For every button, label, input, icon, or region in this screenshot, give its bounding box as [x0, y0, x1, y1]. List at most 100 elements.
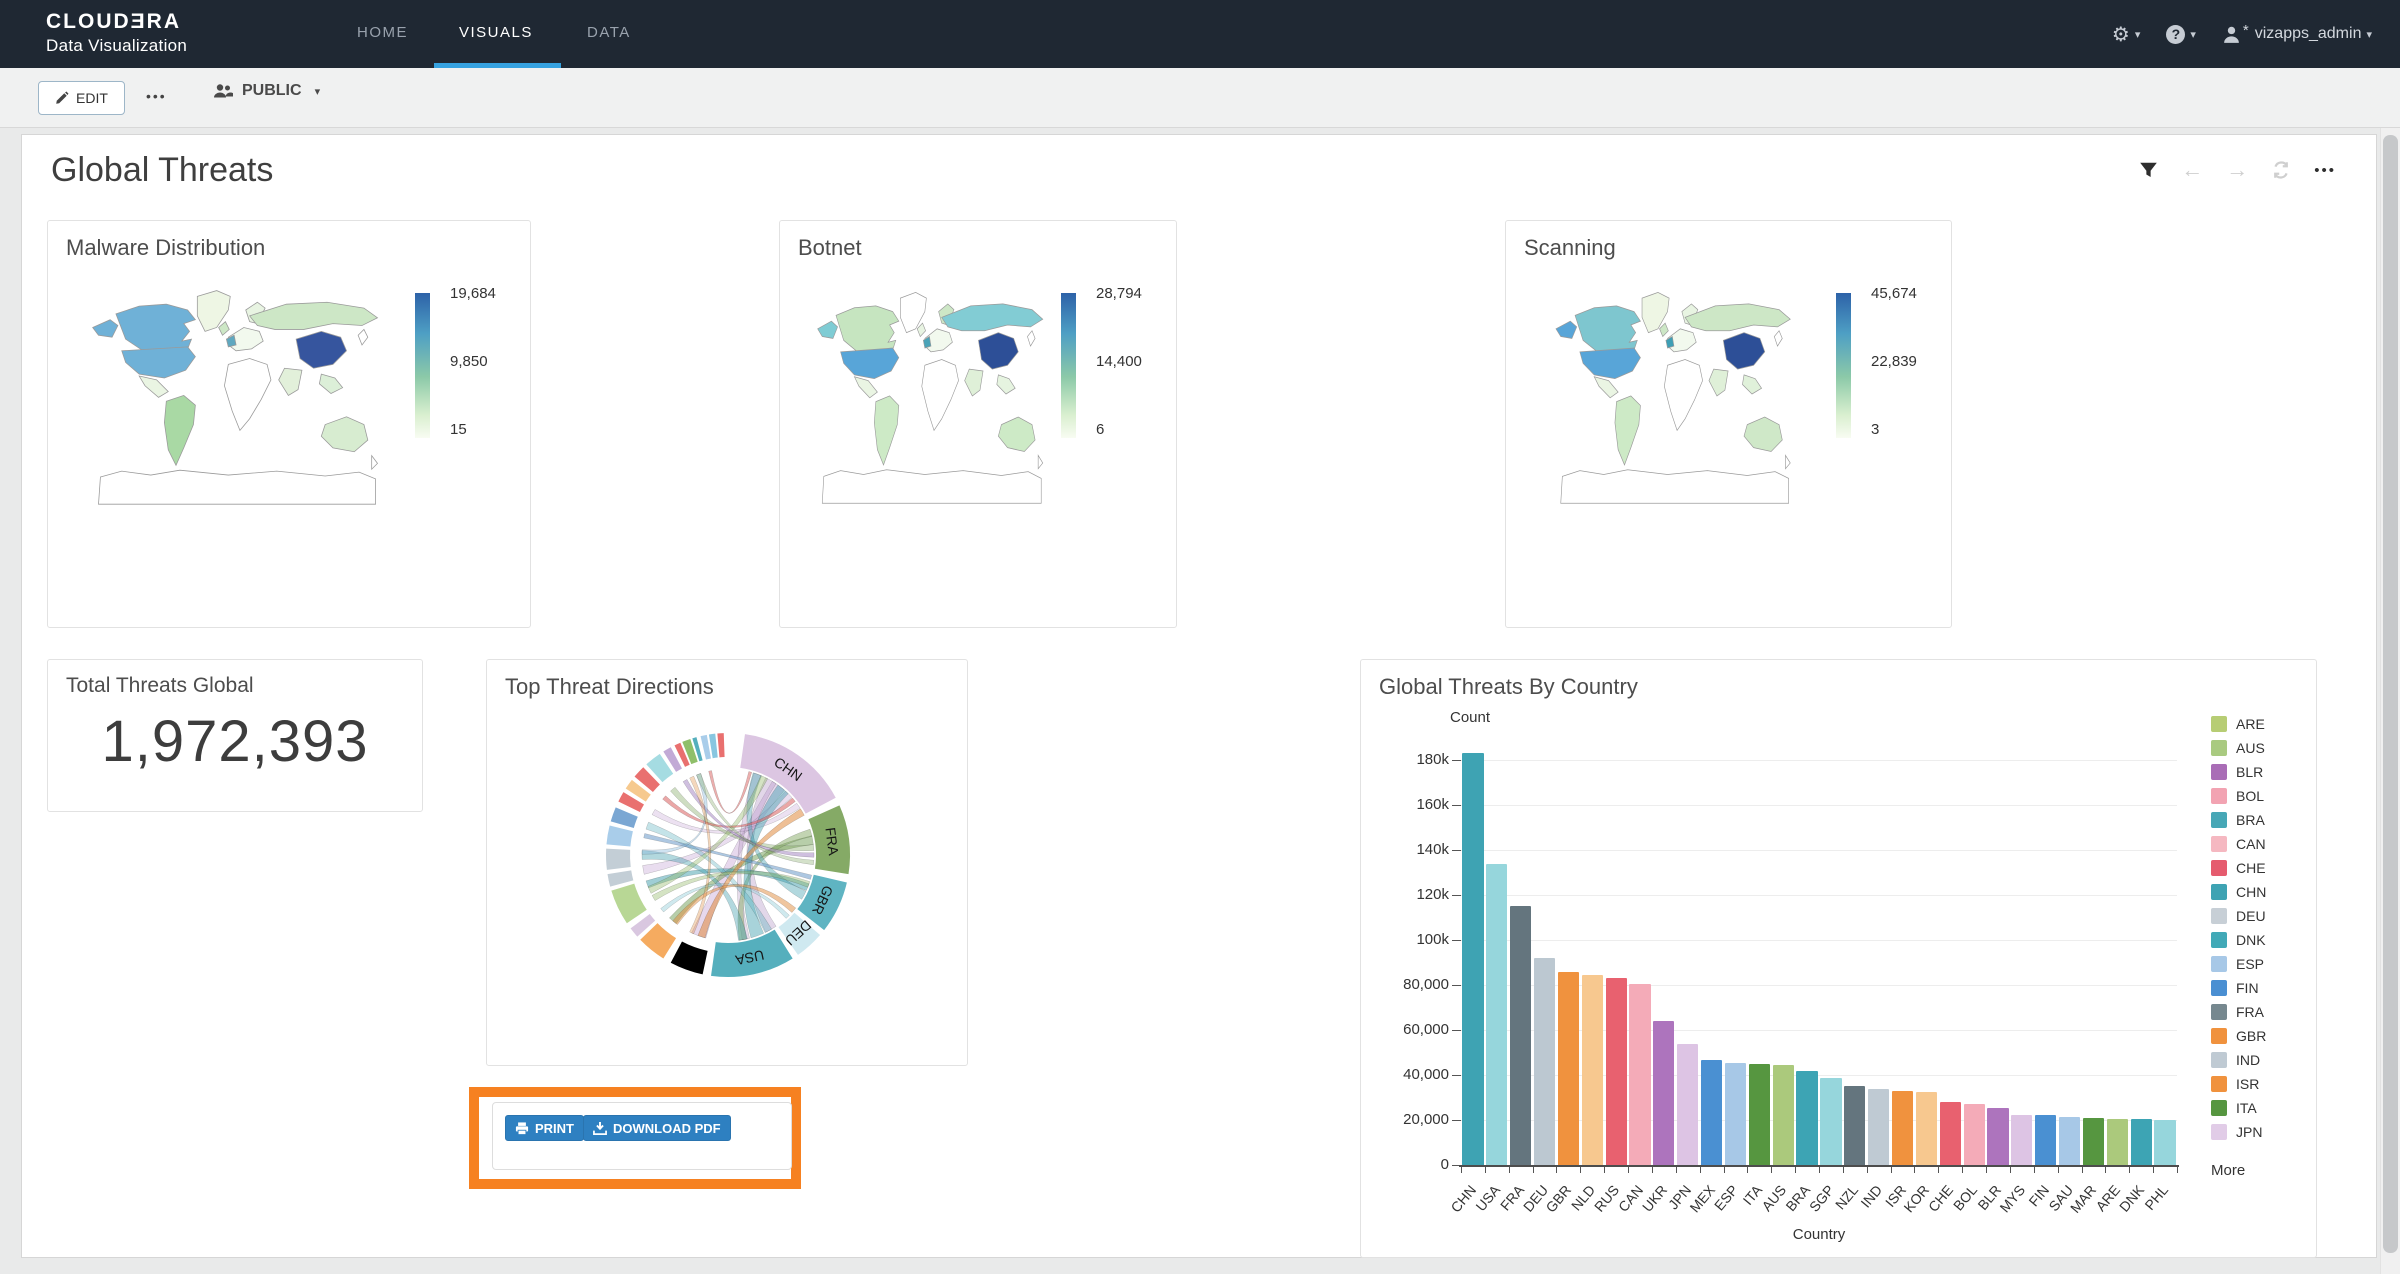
chord-arc[interactable]	[640, 923, 677, 959]
map-region-newzealand[interactable]	[1037, 454, 1044, 470]
legend-item-ESP[interactable]: ESP	[2211, 956, 2266, 972]
bar-CAN[interactable]	[1629, 983, 1651, 1165]
map-region-seasia[interactable]	[1742, 374, 1763, 395]
map-region-china[interactable]	[978, 332, 1019, 370]
chord-arc[interactable]	[618, 792, 644, 813]
map-region-newzealand[interactable]	[371, 454, 379, 471]
back-button[interactable]: ←	[2181, 157, 2203, 183]
more-options-button[interactable]: •••	[146, 88, 167, 104]
map-region-usa[interactable]	[1579, 347, 1641, 380]
bar-AUS[interactable]	[1772, 1064, 1794, 1165]
legend-item-AUS[interactable]: AUS	[2211, 740, 2266, 756]
map-region-seasia[interactable]	[318, 373, 344, 394]
bar-FIN[interactable]	[2035, 1114, 2057, 1165]
bar-CHE[interactable]	[1939, 1102, 1961, 1165]
map-region-australia[interactable]	[320, 416, 369, 453]
bar-DNK[interactable]	[2130, 1118, 2152, 1165]
map-region-japan[interactable]	[1027, 330, 1036, 347]
forward-button[interactable]: →	[2226, 157, 2248, 183]
refresh-button[interactable]	[2271, 160, 2291, 180]
chord-arc[interactable]	[630, 913, 656, 937]
legend-item-DNK[interactable]: DNK	[2211, 932, 2266, 948]
chord-arc-USA[interactable]	[711, 929, 793, 977]
chord-arc-DEU[interactable]	[778, 912, 821, 955]
bar-BRA[interactable]	[1796, 1070, 1818, 1165]
map-region-southamerica[interactable]	[1614, 395, 1641, 466]
map-region-mexico[interactable]	[138, 375, 169, 398]
map-region-africa[interactable]	[224, 358, 272, 432]
bar-ESP[interactable]	[1724, 1062, 1747, 1165]
public-visibility-dropdown[interactable]: PUBLIC ▾	[212, 82, 320, 100]
map-region-alaska[interactable]	[817, 320, 838, 339]
map-region-africa[interactable]	[921, 359, 959, 432]
legend-item-IND[interactable]: IND	[2211, 1052, 2266, 1068]
legend-item-BOL[interactable]: BOL	[2211, 788, 2266, 804]
nav-tab-visuals[interactable]: VISUALS	[459, 24, 533, 41]
legend-item-ITA[interactable]: ITA	[2211, 1100, 2266, 1116]
legend-item-JPN[interactable]: JPN	[2211, 1124, 2266, 1140]
map-region-canada[interactable]	[115, 303, 197, 352]
map-region-antarctica[interactable]	[821, 469, 1042, 504]
map-region-russia[interactable]	[1684, 303, 1791, 332]
map-region-japan[interactable]	[357, 328, 369, 346]
map-region-russia[interactable]	[248, 301, 379, 330]
map-region-canada[interactable]	[835, 305, 900, 353]
legend-item-DEU[interactable]: DEU	[2211, 908, 2266, 924]
map-region-alaska[interactable]	[1555, 320, 1578, 339]
map-region-africa[interactable]	[1664, 359, 1703, 432]
map-region-india[interactable]	[278, 367, 303, 396]
bar-RUS[interactable]	[1605, 978, 1627, 1165]
vertical-scrollbar[interactable]	[2380, 128, 2400, 1274]
filter-button[interactable]	[2139, 161, 2158, 180]
cloudera-logo[interactable]: CLOUDƎRA Data Visualization	[46, 10, 187, 56]
map-region-mexico[interactable]	[1593, 376, 1619, 399]
bar-PHL[interactable]	[2154, 1120, 2176, 1165]
map-region-india[interactable]	[1708, 368, 1729, 397]
chord-arc[interactable]	[606, 825, 633, 847]
bar-SAU[interactable]	[2058, 1117, 2081, 1165]
bar-NZL[interactable]	[1844, 1086, 1866, 1165]
bar-NLD[interactable]	[1581, 974, 1603, 1165]
map-region-westeurope[interactable]	[1665, 335, 1675, 349]
map-region-antarctica[interactable]	[98, 469, 376, 505]
map-region-russia[interactable]	[941, 303, 1044, 332]
legend-item-CAN[interactable]: CAN	[2211, 836, 2266, 852]
chord-arc[interactable]	[646, 753, 674, 783]
map-region-antarctica[interactable]	[1560, 469, 1789, 504]
map-region-uk[interactable]	[1659, 322, 1669, 338]
nav-tab-home[interactable]: HOME	[357, 24, 408, 41]
user-account-menu[interactable]: * vizapps_admin ▾	[2222, 22, 2372, 44]
chord-arc[interactable]	[700, 734, 711, 760]
map-region-westeurope[interactable]	[225, 334, 237, 348]
map-region-seasia[interactable]	[996, 374, 1016, 395]
map-region-canada[interactable]	[1574, 305, 1641, 353]
chord-arc[interactable]	[625, 779, 651, 802]
map-region-newzealand[interactable]	[1785, 454, 1791, 470]
legend-item-BLR[interactable]: BLR	[2211, 764, 2266, 780]
legend-item-CHN[interactable]: CHN	[2211, 884, 2266, 900]
map-region-alaska[interactable]	[92, 319, 119, 338]
map-region-uk[interactable]	[916, 322, 926, 338]
map-region-mexico[interactable]	[853, 376, 878, 399]
bar-GBR[interactable]	[1557, 971, 1580, 1165]
bar-IND[interactable]	[1868, 1089, 1890, 1165]
chord-arc[interactable]	[682, 738, 698, 765]
map-region-uk[interactable]	[218, 321, 230, 336]
map-region-westeurope[interactable]	[922, 335, 932, 349]
chord-arc[interactable]	[606, 848, 631, 870]
chord-arc[interactable]	[610, 807, 638, 828]
legend-item-ARE[interactable]: ARE	[2211, 716, 2266, 732]
settings-gear-menu[interactable]: ⚙ ▾	[2112, 22, 2140, 47]
dashboard-more-button[interactable]: •••	[2314, 161, 2336, 179]
chord-arc-GBR[interactable]	[797, 874, 847, 931]
help-menu[interactable]: ? ▾	[2166, 24, 2196, 44]
legend-more-link[interactable]: More	[2211, 1162, 2246, 1179]
legend-item-ISR[interactable]: ISR	[2211, 1076, 2266, 1092]
legend-item-GBR[interactable]: GBR	[2211, 1028, 2266, 1044]
bar-KOR[interactable]	[1915, 1091, 1938, 1165]
legend-item-CHE[interactable]: CHE	[2211, 860, 2266, 876]
chord-arc[interactable]	[663, 747, 682, 772]
map-region-greenland[interactable]	[1641, 292, 1670, 334]
bar-ITA[interactable]	[1748, 1063, 1770, 1165]
chord-arc[interactable]	[717, 733, 725, 758]
